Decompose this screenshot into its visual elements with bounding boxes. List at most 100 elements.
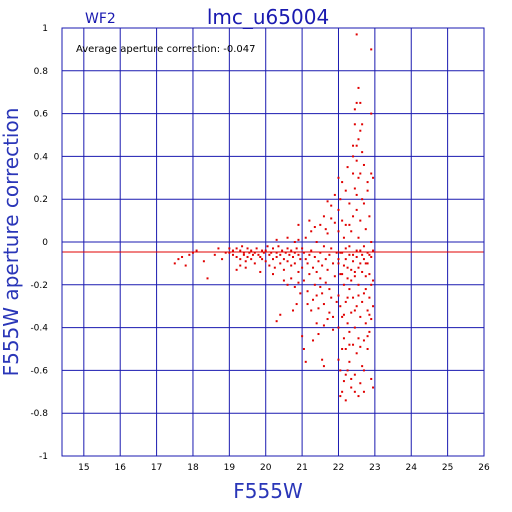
data-point xyxy=(284,251,287,254)
data-point xyxy=(364,228,367,231)
data-point xyxy=(290,277,293,280)
data-point xyxy=(357,176,360,179)
data-point xyxy=(286,247,289,250)
data-point xyxy=(322,365,325,368)
data-point xyxy=(342,337,345,340)
data-point xyxy=(235,268,238,271)
data-point xyxy=(268,253,271,256)
y-tick-label: 0.2 xyxy=(34,195,48,205)
data-point xyxy=(266,245,269,248)
data-point xyxy=(275,320,278,323)
data-point xyxy=(355,208,358,211)
y-tick-label: -1 xyxy=(39,452,48,462)
data-point xyxy=(297,238,300,241)
data-point xyxy=(359,315,362,318)
data-point xyxy=(264,260,267,263)
data-point xyxy=(288,253,291,256)
data-point xyxy=(301,266,304,269)
data-point xyxy=(355,305,358,308)
x-axis-title: F555W xyxy=(233,479,303,503)
y-tick-label: -0.6 xyxy=(30,366,48,376)
data-point xyxy=(312,266,315,269)
x-tick-label: 18 xyxy=(187,463,199,473)
data-point xyxy=(364,288,367,291)
data-point xyxy=(353,275,356,278)
data-point xyxy=(191,251,194,254)
data-point xyxy=(206,277,209,280)
data-point xyxy=(293,251,296,254)
data-point xyxy=(181,255,184,258)
data-point xyxy=(350,230,353,233)
data-point xyxy=(342,264,345,267)
data-point xyxy=(350,386,353,389)
data-point xyxy=(352,296,355,299)
data-point xyxy=(344,247,347,250)
x-tick-label: 15 xyxy=(78,463,89,473)
data-point xyxy=(362,390,365,393)
data-point xyxy=(355,193,358,196)
data-point xyxy=(346,166,349,169)
data-point xyxy=(286,260,289,263)
data-point xyxy=(224,251,227,254)
data-point xyxy=(359,249,362,252)
data-point xyxy=(319,277,322,280)
data-point xyxy=(177,258,180,261)
data-point xyxy=(359,382,362,385)
data-point xyxy=(257,253,260,256)
data-point xyxy=(333,221,336,224)
data-point xyxy=(326,200,329,203)
data-point xyxy=(364,262,367,265)
x-tick-label: 23 xyxy=(369,463,380,473)
data-point xyxy=(262,251,265,254)
data-point xyxy=(355,33,358,36)
data-point xyxy=(282,279,285,282)
data-point xyxy=(270,251,273,254)
data-point xyxy=(370,241,373,243)
data-point xyxy=(339,395,342,398)
data-point xyxy=(362,202,365,205)
data-point xyxy=(330,204,333,207)
data-point xyxy=(350,279,353,282)
data-point xyxy=(359,101,362,104)
data-point xyxy=(352,144,355,147)
y-tick-label: 0 xyxy=(42,238,48,248)
data-point xyxy=(344,189,347,192)
data-point xyxy=(322,324,325,327)
data-point xyxy=(353,390,356,393)
data-point xyxy=(352,172,355,175)
data-point xyxy=(366,335,369,338)
data-point xyxy=(313,283,316,286)
data-point xyxy=(370,283,373,286)
data-point xyxy=(282,258,285,261)
data-point xyxy=(341,273,344,276)
data-point xyxy=(259,270,262,273)
data-point xyxy=(231,249,234,252)
data-point xyxy=(341,251,344,254)
data-point xyxy=(353,187,356,190)
data-point xyxy=(361,253,364,256)
data-point xyxy=(341,219,344,222)
data-point xyxy=(337,258,340,261)
data-point xyxy=(231,253,234,256)
data-point xyxy=(337,230,340,233)
data-point xyxy=(361,270,364,273)
data-point xyxy=(310,249,313,252)
data-point xyxy=(273,266,276,269)
y-tick-labels: -1 -0.8 -0.6 -0.4 -0.2 0 0.2 0.4 0.6 0.8 1 xyxy=(30,24,48,462)
data-point xyxy=(341,348,344,350)
data-point xyxy=(297,223,300,226)
y-tick-label: 0.8 xyxy=(34,67,49,77)
data-point xyxy=(261,258,264,261)
data-point xyxy=(272,273,274,276)
data-point xyxy=(370,255,373,258)
data-point xyxy=(184,264,187,267)
data-point xyxy=(228,247,231,250)
data-point xyxy=(317,333,320,336)
data-point xyxy=(339,305,342,308)
data-point xyxy=(326,232,329,235)
data-point xyxy=(357,395,360,398)
grid xyxy=(62,28,484,456)
data-point xyxy=(368,273,371,276)
data-point xyxy=(355,352,358,355)
data-point xyxy=(342,380,345,383)
